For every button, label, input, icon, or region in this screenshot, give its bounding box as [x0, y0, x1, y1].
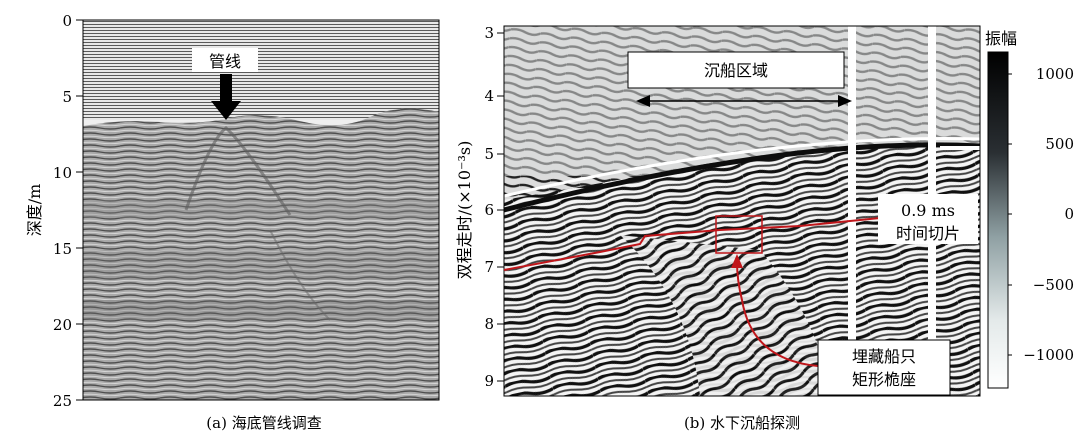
panel-b-ytick: 5 — [484, 145, 494, 163]
panel-b-ytick: 7 — [484, 258, 494, 276]
colorbar-tick: −1000 — [1023, 346, 1074, 364]
time-slice-label-2: 时间切片 — [896, 224, 960, 243]
time-slice-line — [503, 217, 881, 271]
panel-a-ytick: 10 — [53, 164, 72, 182]
panel-b-ytick: 9 — [484, 372, 494, 390]
panel-a-ytick: 5 — [62, 88, 72, 106]
panel-a-frame — [82, 19, 440, 401]
pipeline-arrow-icon — [211, 74, 241, 120]
time-slice-label-1: 0.9 ms — [901, 201, 955, 220]
panel-b-yaxis — [497, 32, 504, 382]
target-label-2: 矩形桅座 — [852, 370, 916, 389]
colorbar-title: 振幅 — [985, 29, 1017, 48]
colorbar — [987, 51, 1009, 389]
wreck-region-label: 沉船区域 — [704, 61, 768, 80]
panel-b-ytick: 3 — [484, 24, 494, 42]
panel-a: 0 5 10 15 20 25 深度/m 管线 (a) 海底管线调查 — [25, 12, 440, 432]
double-arrow-icon — [636, 95, 852, 107]
wreck-region-box — [627, 51, 845, 89]
colorbar-tick: −500 — [1033, 276, 1074, 294]
panel-a-yaxis — [76, 19, 83, 401]
panel-a-ylabel: 深度/m — [25, 184, 44, 237]
colorbar-tick: 1000 — [1036, 65, 1074, 83]
panel-b-ytick: 4 — [484, 87, 494, 105]
target-label-1: 埋藏船只 — [852, 347, 916, 366]
panel-a-ytick: 25 — [53, 392, 72, 410]
panel-b-frame — [503, 25, 981, 397]
colorbar-ticks — [1008, 73, 1012, 356]
target-arrow-icon — [731, 254, 743, 268]
panel-b-ytick: 8 — [484, 315, 494, 333]
pipeline-label: 管线 — [209, 52, 241, 71]
panel-a-ytick: 15 — [53, 240, 72, 258]
target-rect — [715, 215, 763, 254]
pipeline-label-box — [192, 48, 258, 72]
colorbar-tick: 0 — [1064, 205, 1074, 223]
panel-a-image — [83, 20, 439, 400]
panel-a-ytick: 20 — [53, 316, 72, 334]
time-slice-box — [878, 194, 978, 244]
target-pointer-line — [736, 261, 819, 367]
panel-a-ytick: 0 — [62, 12, 72, 30]
panel-b-ytick: 6 — [484, 201, 494, 219]
panel-b-ylabel: 双程走时/(×10⁻³s) — [455, 141, 474, 280]
target-box — [817, 339, 951, 396]
panel-a-caption: (a) 海底管线调查 — [206, 414, 321, 432]
panel-b-caption: (b) 水下沉船探测 — [684, 414, 800, 432]
colorbar-tick: 500 — [1045, 135, 1074, 153]
panel-b: 3 4 5 6 7 8 9 双程走时/(×10⁻³s) 沉船区域 0.9 ms … — [455, 24, 1074, 432]
panel-b-image — [503, 26, 981, 396]
